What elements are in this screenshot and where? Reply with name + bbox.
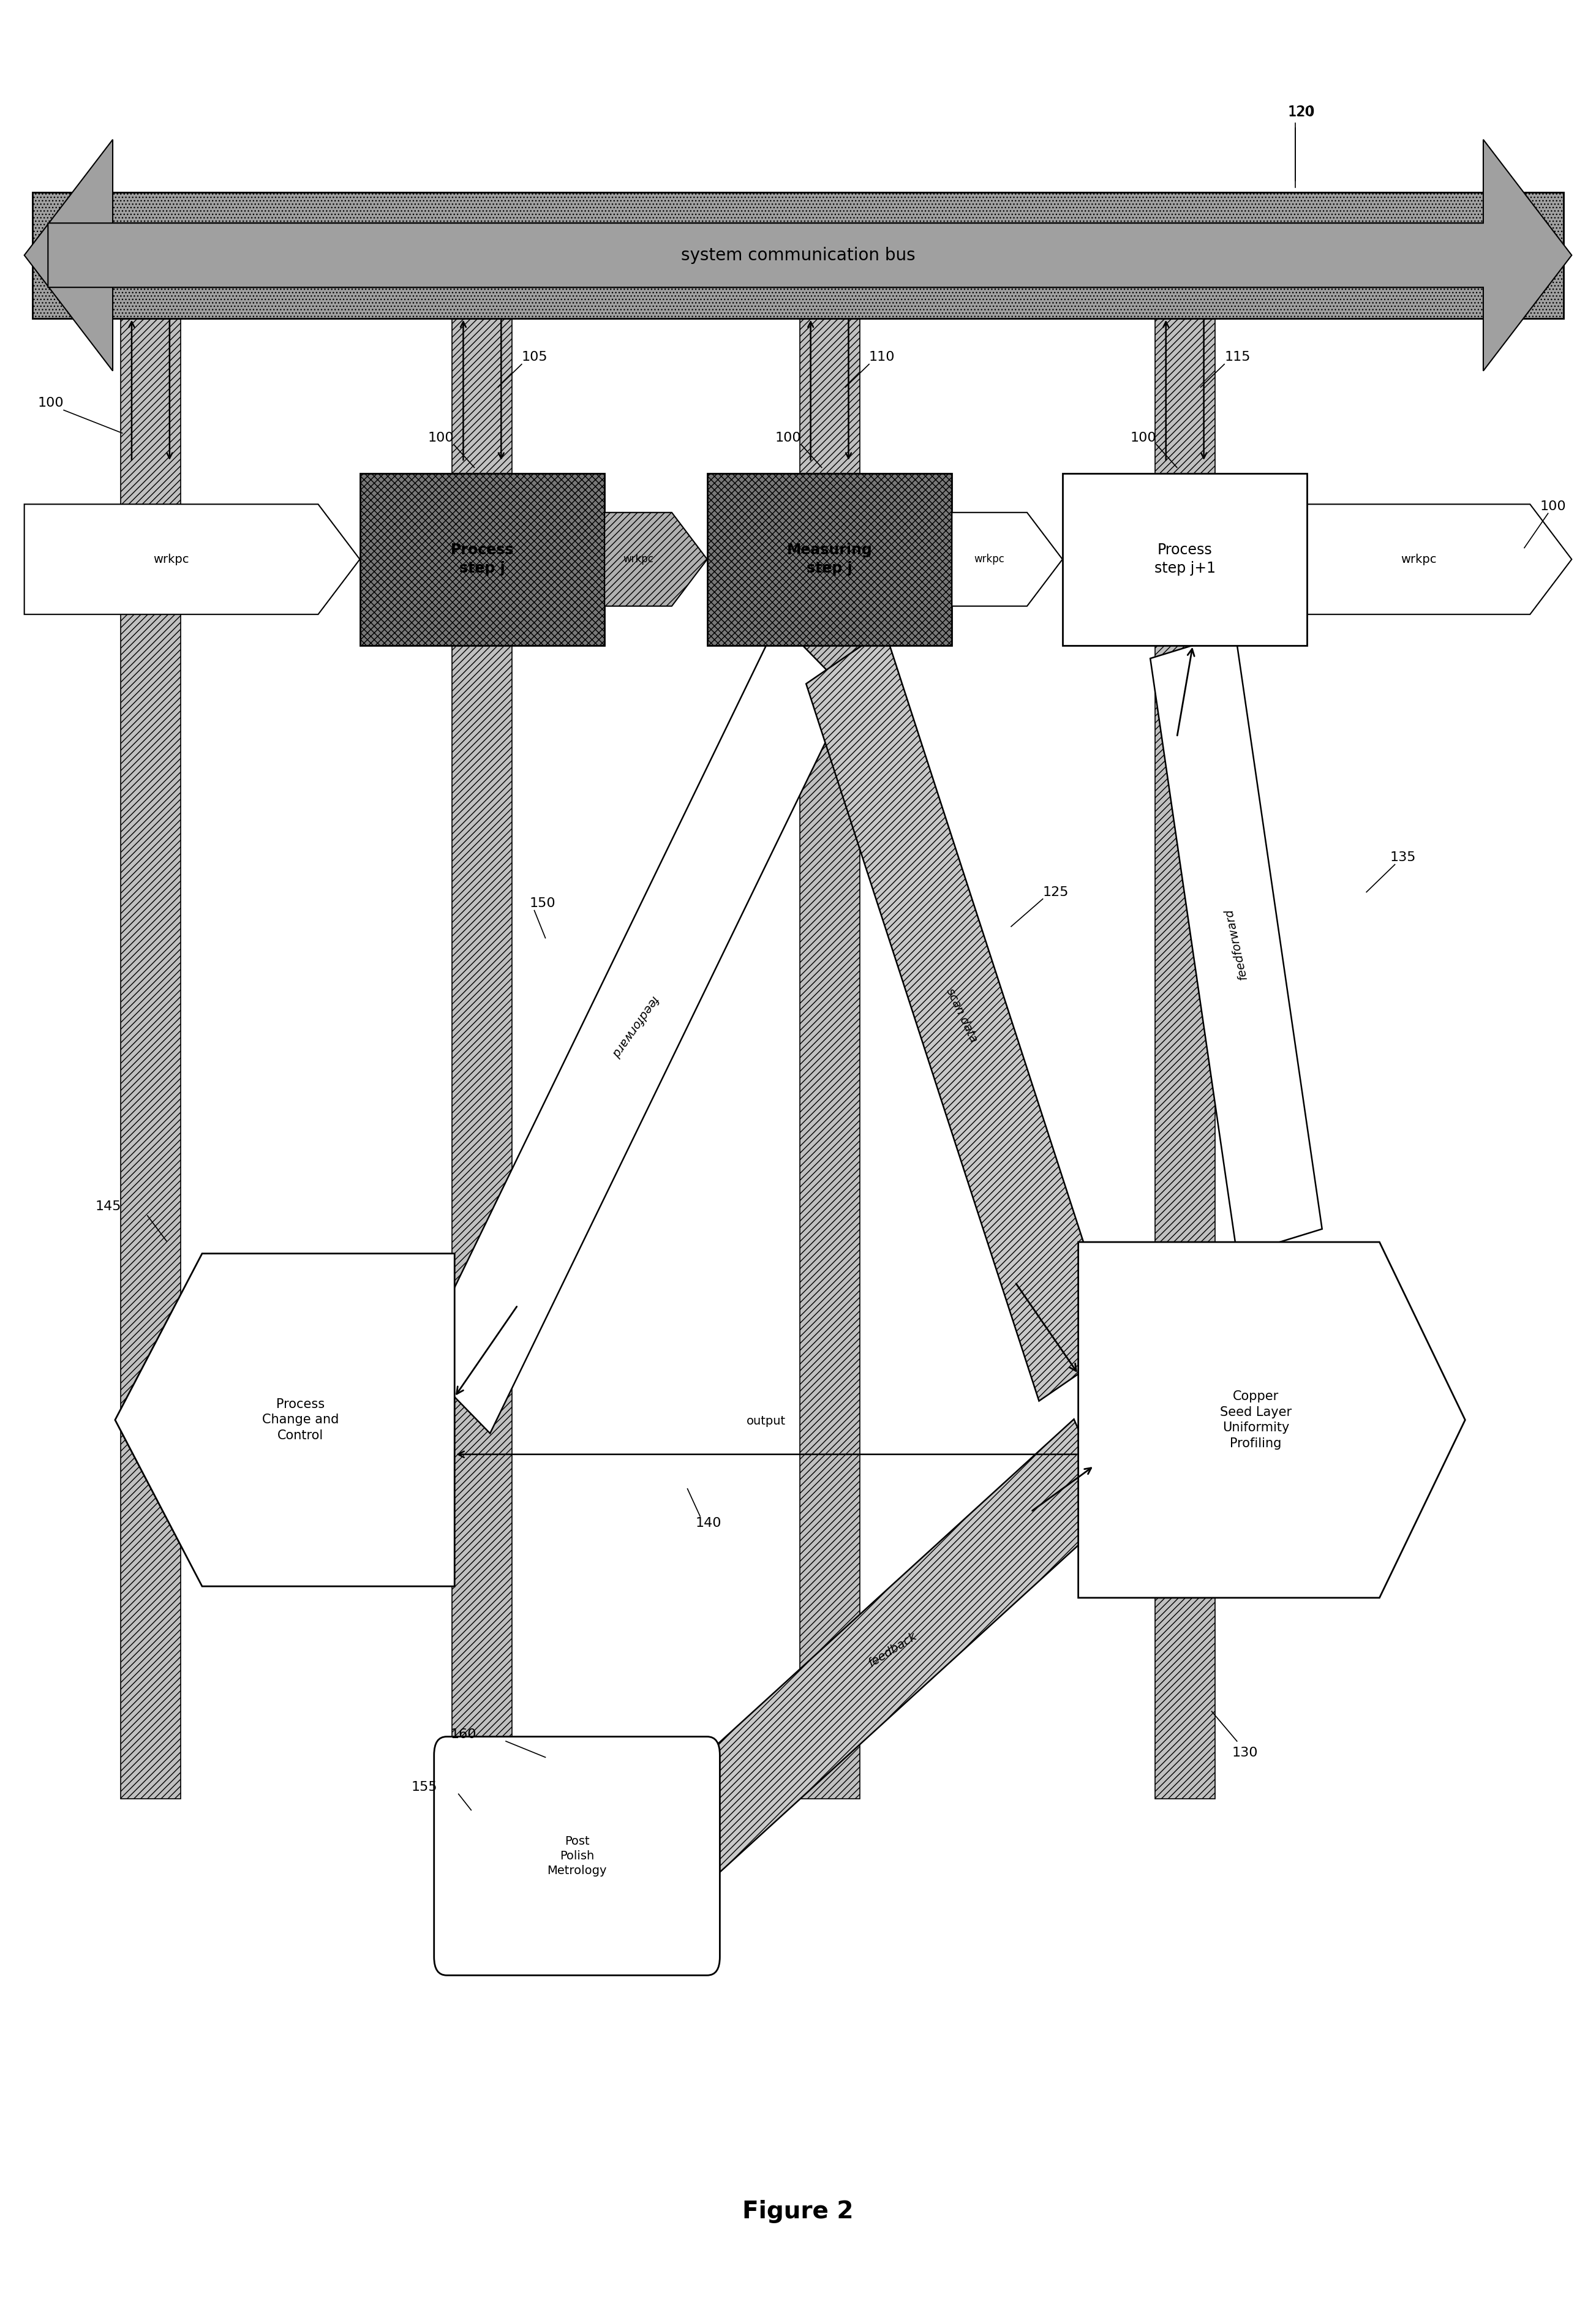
Text: 100: 100 xyxy=(776,432,801,444)
Text: output: output xyxy=(747,1415,787,1427)
Text: 155: 155 xyxy=(412,1780,437,1794)
Text: Process
step j+1: Process step j+1 xyxy=(1154,543,1216,576)
Polygon shape xyxy=(1307,504,1572,615)
Bar xyxy=(32,192,1564,319)
Text: Process
step j: Process step j xyxy=(450,543,514,576)
Text: wrkpc: wrkpc xyxy=(153,553,190,564)
Bar xyxy=(1156,319,1215,1799)
Text: feedforward: feedforward xyxy=(1223,906,1250,980)
Polygon shape xyxy=(24,504,359,615)
Bar xyxy=(1063,474,1307,645)
Bar xyxy=(800,319,860,1799)
Bar xyxy=(121,319,180,1799)
Text: 120: 120 xyxy=(1288,104,1315,120)
Text: 110: 110 xyxy=(870,351,895,363)
Text: 135: 135 xyxy=(1390,851,1416,865)
Text: feedback: feedback xyxy=(867,1630,919,1669)
Text: wrkpc: wrkpc xyxy=(1401,553,1436,564)
Text: Process
Change and
Control: Process Change and Control xyxy=(262,1399,338,1443)
Text: Post
Polish
Metrology: Post Polish Metrology xyxy=(547,1836,606,1877)
Text: wrkpc: wrkpc xyxy=(622,555,653,564)
Polygon shape xyxy=(48,139,1572,370)
Polygon shape xyxy=(806,629,1117,1401)
Text: feedforward: feedforward xyxy=(608,994,659,1059)
Text: 100: 100 xyxy=(38,398,64,409)
Text: wrkpc: wrkpc xyxy=(974,555,1005,564)
Polygon shape xyxy=(672,1420,1114,1880)
Bar xyxy=(707,474,951,645)
Text: 115: 115 xyxy=(1224,351,1250,363)
Text: 140: 140 xyxy=(696,1517,721,1528)
Polygon shape xyxy=(605,513,707,606)
Polygon shape xyxy=(951,513,1063,606)
Text: 130: 130 xyxy=(1232,1746,1258,1759)
Bar xyxy=(359,474,605,645)
Polygon shape xyxy=(1151,631,1321,1255)
FancyBboxPatch shape xyxy=(434,1736,720,1974)
Polygon shape xyxy=(420,620,849,1433)
Text: 150: 150 xyxy=(530,897,555,909)
Text: scan data: scan data xyxy=(945,987,980,1045)
Polygon shape xyxy=(1079,1242,1465,1598)
Text: 125: 125 xyxy=(1042,885,1069,897)
Bar xyxy=(452,319,512,1799)
Polygon shape xyxy=(115,1253,455,1586)
Text: 100: 100 xyxy=(1540,499,1566,513)
Text: Measuring
step j: Measuring step j xyxy=(787,543,873,576)
Text: 160: 160 xyxy=(450,1727,477,1741)
Text: 145: 145 xyxy=(96,1200,121,1211)
Text: 105: 105 xyxy=(522,351,547,363)
Text: Copper
Seed Layer
Uniformity
Profiling: Copper Seed Layer Uniformity Profiling xyxy=(1219,1390,1291,1450)
Text: 100: 100 xyxy=(1130,432,1157,444)
Text: system communication bus: system communication bus xyxy=(681,247,915,264)
Text: Figure 2: Figure 2 xyxy=(742,2201,854,2224)
Text: 120: 120 xyxy=(1288,106,1314,118)
Polygon shape xyxy=(24,139,1548,370)
Text: 100: 100 xyxy=(428,432,453,444)
